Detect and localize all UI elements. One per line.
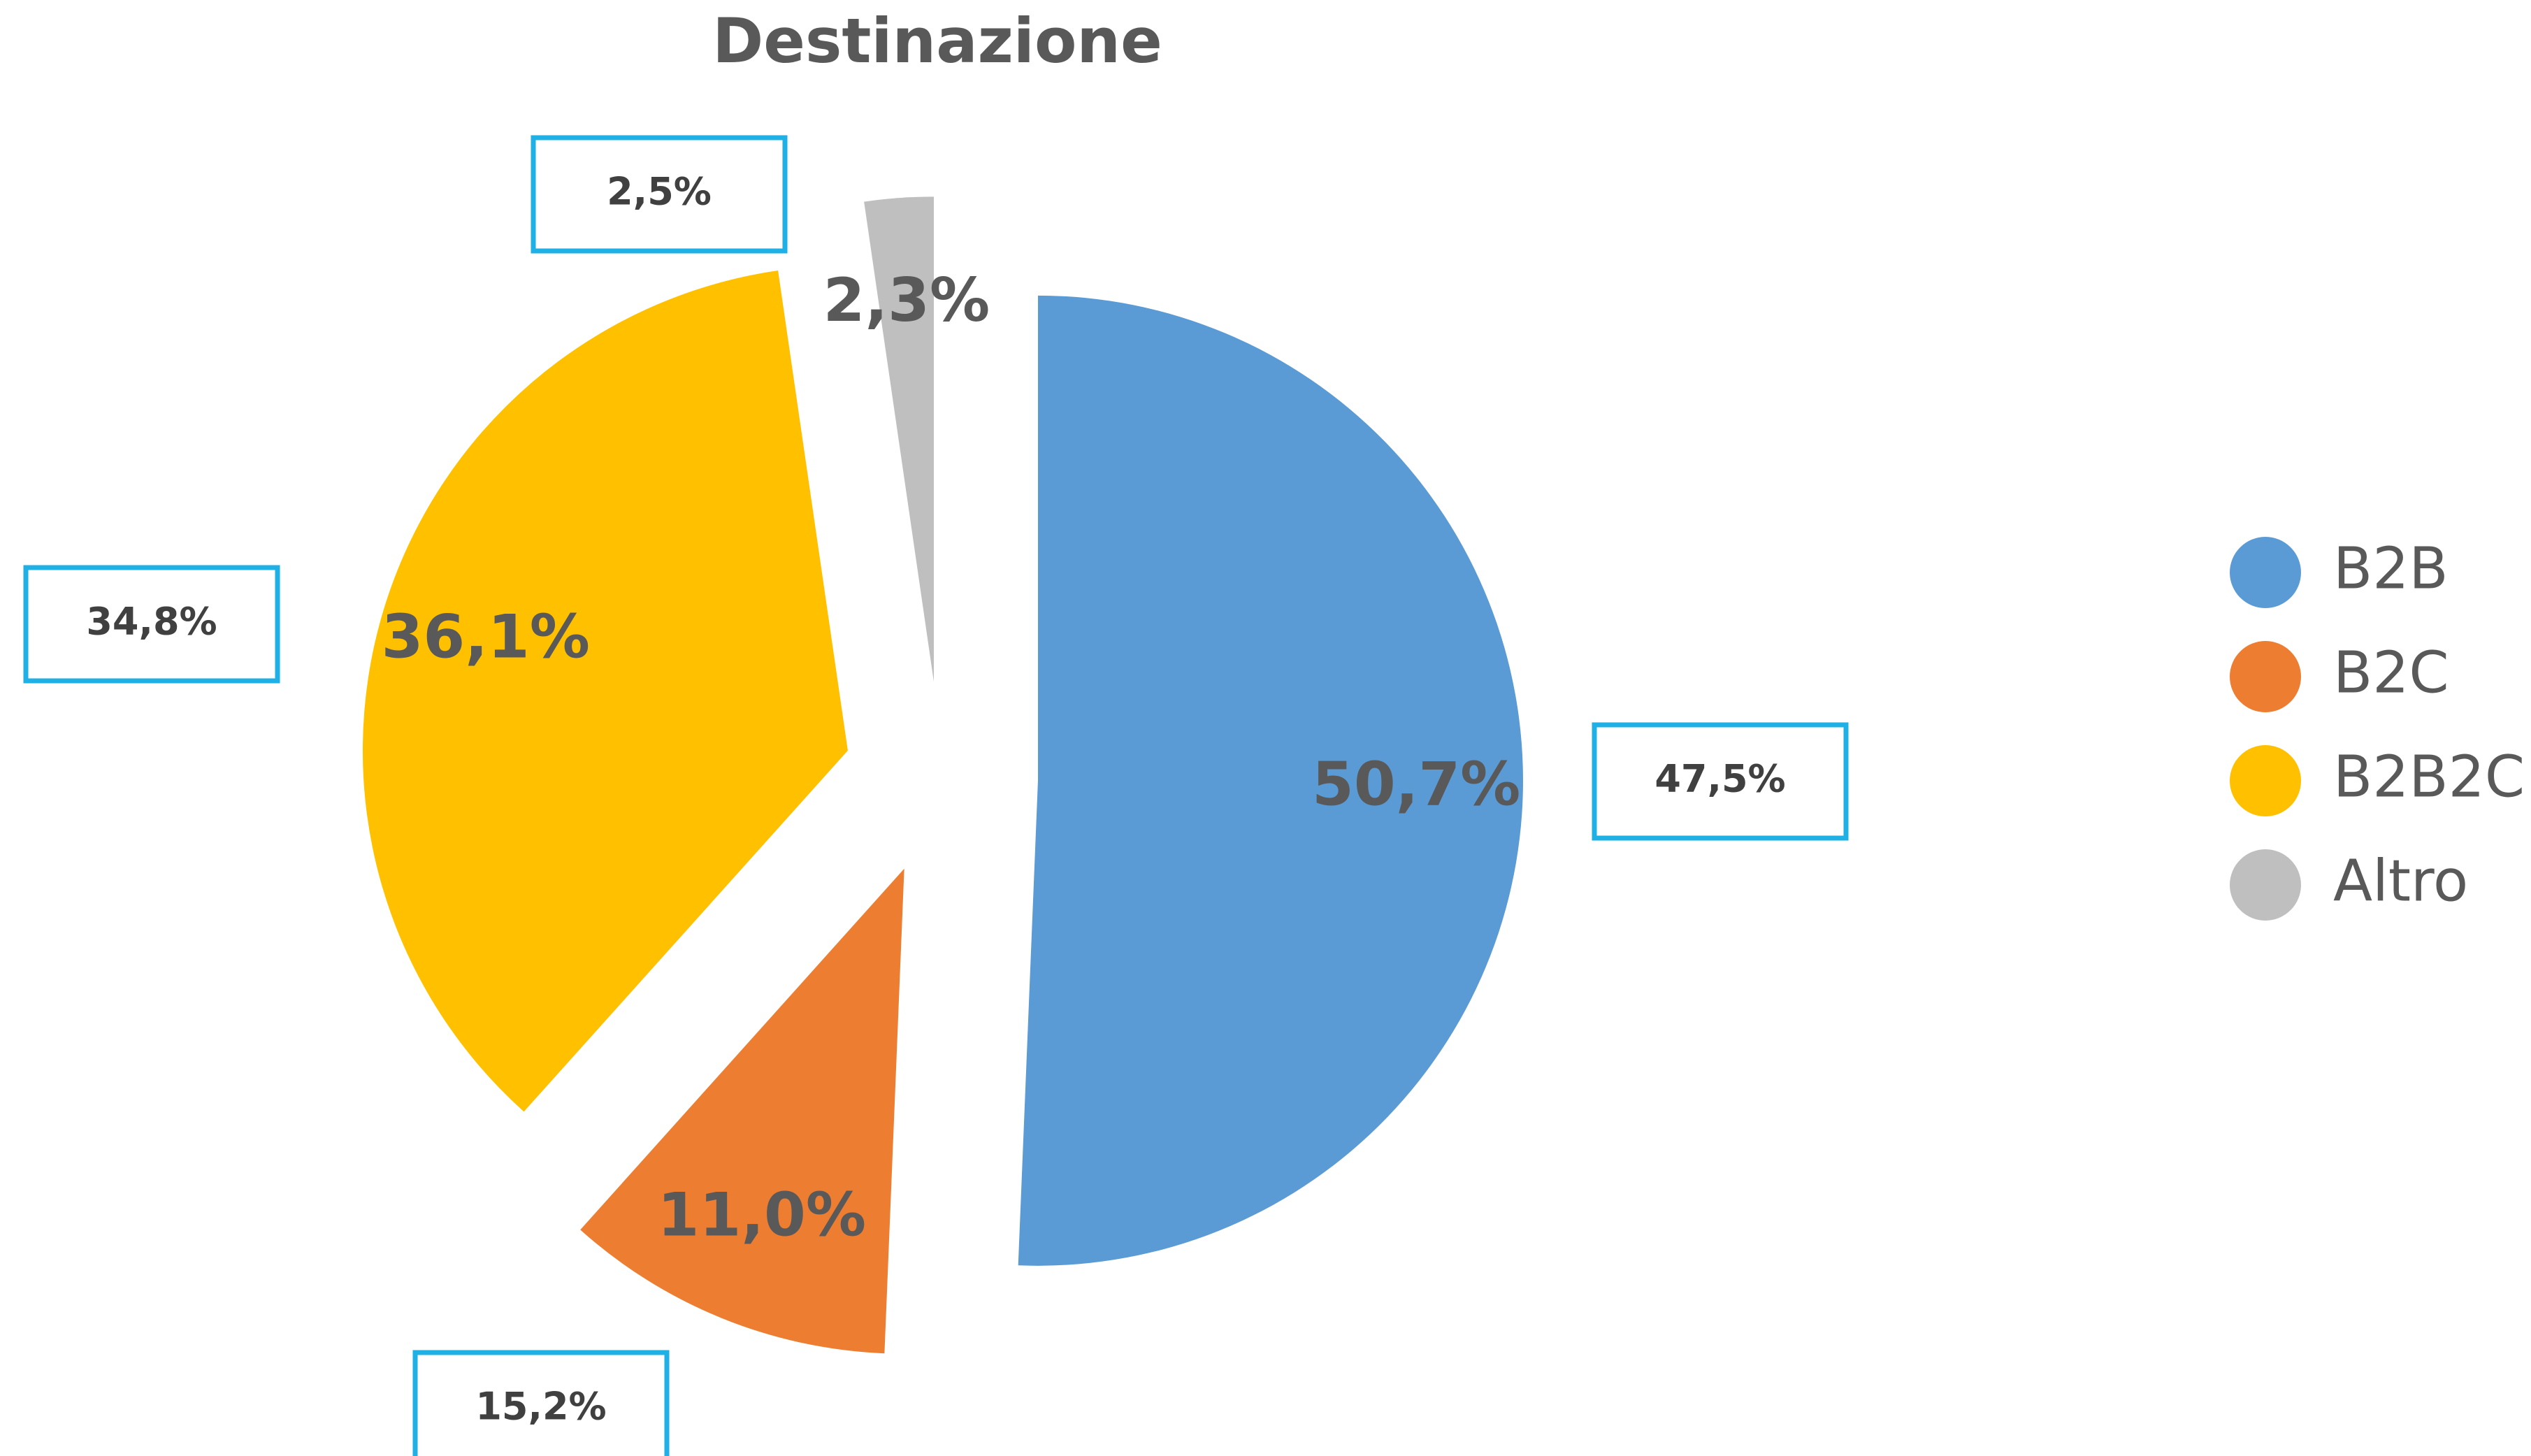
legend-swatch (2230, 849, 2301, 921)
legend-label: B2B2C (2333, 744, 2525, 810)
legend-label: Altro (2333, 848, 2468, 914)
legend-swatch (2230, 641, 2301, 712)
comparison-label: 15,2% (475, 1385, 606, 1429)
pie-slice (864, 196, 934, 682)
comparison-box (412, 1350, 670, 1456)
chart-title: Destinazione (712, 5, 1162, 77)
legend-label: B2C (2333, 640, 2449, 706)
value-label: 36,1% (382, 603, 590, 672)
legend-swatch (2230, 745, 2301, 816)
comparison-label: 2,5% (607, 170, 712, 214)
comparison-box (23, 565, 280, 684)
value-label: 50,7% (1312, 749, 1520, 819)
value-label: 11,0% (658, 1181, 866, 1250)
comparison-label: 34,8% (86, 600, 217, 644)
pie-slice (580, 868, 904, 1354)
pie-slice (1018, 295, 1523, 1266)
comparison-label: 47,5% (1654, 757, 1785, 801)
comparison-box (531, 135, 788, 254)
pie-slice (362, 271, 848, 1112)
legend-label: B2B (2333, 535, 2449, 602)
value-label: 2,3% (823, 266, 990, 336)
legend-swatch (2230, 537, 2301, 608)
comparison-box (1592, 722, 1849, 841)
